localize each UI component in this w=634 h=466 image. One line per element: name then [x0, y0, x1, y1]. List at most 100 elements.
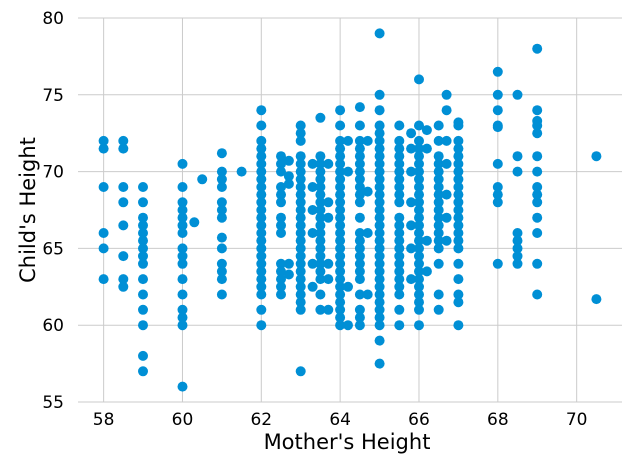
data-point [354, 151, 365, 162]
data-point [295, 274, 306, 285]
data-point [138, 274, 148, 285]
data-point [335, 189, 346, 200]
data-point [323, 258, 334, 269]
data-point [98, 135, 109, 146]
data-point [335, 212, 346, 223]
data-point [492, 89, 503, 100]
data-point [512, 151, 523, 162]
x-tick-label: 66 [408, 410, 430, 430]
y-tick-label: 65 [42, 239, 64, 259]
data-point [414, 297, 424, 308]
data-point [276, 289, 286, 300]
data-point [315, 166, 326, 177]
data-point [394, 243, 405, 254]
data-point [216, 274, 227, 285]
data-point [315, 182, 326, 192]
data-point [315, 304, 326, 315]
data-point [295, 243, 306, 254]
data-point [374, 274, 385, 285]
data-point [492, 182, 503, 192]
data-point [406, 197, 417, 208]
data-point [374, 266, 385, 277]
data-point [138, 197, 148, 208]
data-point [177, 320, 188, 331]
data-point [236, 166, 247, 177]
data-point [138, 289, 148, 300]
data-point [177, 304, 188, 315]
data-point [118, 281, 129, 292]
data-point [138, 220, 148, 231]
data-point [394, 212, 405, 223]
data-point [394, 235, 405, 246]
data-point [414, 182, 424, 192]
data-point [295, 220, 306, 231]
data-point [374, 135, 385, 146]
data-point [362, 186, 373, 197]
data-point [414, 212, 424, 223]
y-axis-label: Child's Height [16, 137, 40, 283]
data-point [406, 128, 417, 139]
data-point [295, 197, 306, 208]
data-point [453, 274, 464, 285]
data-point [216, 197, 227, 208]
data-point [276, 197, 286, 208]
data-point [394, 228, 405, 238]
data-point [441, 212, 452, 223]
data-point [453, 258, 464, 269]
data-point [394, 135, 405, 146]
data-point [512, 243, 523, 254]
data-point [414, 205, 424, 215]
data-point [177, 274, 188, 285]
data-point [354, 320, 365, 331]
data-point [354, 289, 365, 300]
data-point [453, 243, 464, 254]
data-point [362, 135, 373, 146]
data-point [256, 281, 267, 292]
data-point [492, 197, 503, 208]
data-point [532, 43, 543, 54]
data-point [335, 220, 346, 231]
data-point [421, 235, 432, 246]
data-point [138, 182, 148, 192]
data-point [532, 228, 543, 238]
data-point [374, 320, 385, 331]
data-point [98, 182, 109, 192]
data-point [433, 228, 444, 238]
data-point [307, 258, 318, 269]
data-point [414, 143, 424, 154]
data-point [362, 289, 373, 300]
data-point [295, 228, 306, 238]
data-point [453, 235, 464, 246]
data-point [315, 151, 326, 162]
data-point [295, 182, 306, 192]
data-point [315, 189, 326, 200]
data-point [323, 274, 334, 285]
data-point [276, 151, 286, 162]
data-point [374, 297, 385, 308]
tick-labels: 58 60 62 64 66 68 70 55 60 65 70 75 80 [42, 9, 587, 430]
data-point [492, 158, 503, 169]
data-point [414, 158, 424, 169]
data-point [315, 205, 326, 215]
data-point [177, 158, 188, 169]
data-point [295, 366, 306, 377]
data-point [216, 266, 227, 277]
data-point [138, 366, 148, 377]
y-tick-label: 60 [42, 316, 64, 336]
data-point [532, 105, 543, 116]
data-point [394, 166, 405, 177]
data-point [453, 189, 464, 200]
data-point [394, 258, 405, 269]
data-point [335, 289, 346, 300]
data-point [354, 166, 365, 177]
data-point [354, 135, 365, 146]
data-point [295, 281, 306, 292]
data-point [433, 220, 444, 231]
data-point [414, 166, 424, 177]
data-point [295, 166, 306, 177]
data-point [374, 228, 385, 238]
data-point [343, 281, 353, 292]
data-point [335, 174, 346, 185]
data-point [138, 212, 148, 223]
